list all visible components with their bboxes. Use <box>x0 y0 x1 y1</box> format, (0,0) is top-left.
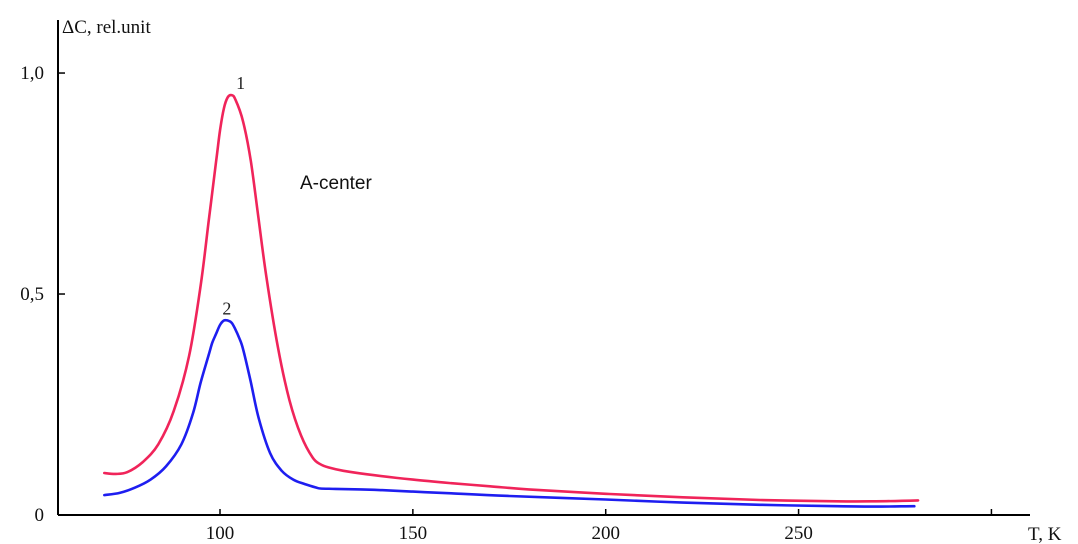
series-label-1: 1 <box>236 73 245 93</box>
labels-layer: ΔC, rel.unit T, K A-center 0 0,5 1,0 100 150… <box>20 17 1061 544</box>
x-tick-label: 100 <box>206 523 235 544</box>
series-label-2: 2 <box>222 299 231 319</box>
axes-layer <box>57 20 1030 516</box>
y-tick-label: 0,5 <box>20 284 44 305</box>
annotation-a-center: A-center <box>300 173 372 194</box>
y-axis-title: ΔC, rel.unit <box>62 17 151 38</box>
x-tick-label: 200 <box>591 523 620 544</box>
y-tick-label: 1,0 <box>20 63 44 84</box>
x-tick-label: 150 <box>399 523 428 544</box>
series-line-2 <box>103 318 916 508</box>
x-tick-label: 250 <box>784 523 813 544</box>
series-layer <box>103 93 920 508</box>
x-axis-title: T, K <box>1028 524 1062 544</box>
series-line-1 <box>103 93 920 503</box>
y-tick-label: 0 <box>35 505 45 526</box>
